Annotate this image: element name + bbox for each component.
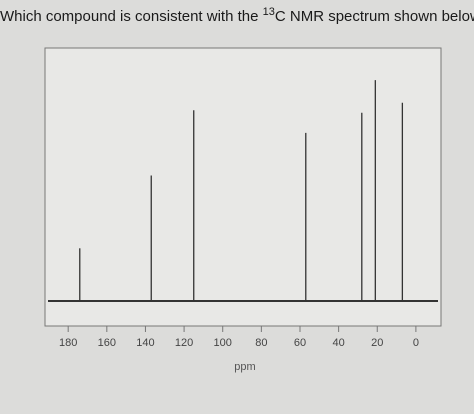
x-tick-label: 120 [175,337,193,349]
question-title: Which compound is consistent with the 13… [0,6,474,25]
x-axis-label: ppm [234,361,255,373]
x-tick-label: 60 [294,337,306,349]
x-tick-label: 160 [98,337,116,349]
title-superscript: 13 [263,6,275,18]
plot-frame [44,47,442,327]
title-part: Which compound is consistent with the [0,8,263,25]
x-tick-label: 40 [332,337,344,349]
x-tick-label: 20 [371,337,383,349]
x-tick-label: 100 [214,337,232,349]
x-tick-label: 180 [59,337,77,349]
x-tick-label: 80 [255,337,267,349]
title-part: C NMR spectrum shown below? [275,8,474,25]
x-tick-label: 140 [136,337,154,349]
x-tick-label: 0 [413,337,419,349]
